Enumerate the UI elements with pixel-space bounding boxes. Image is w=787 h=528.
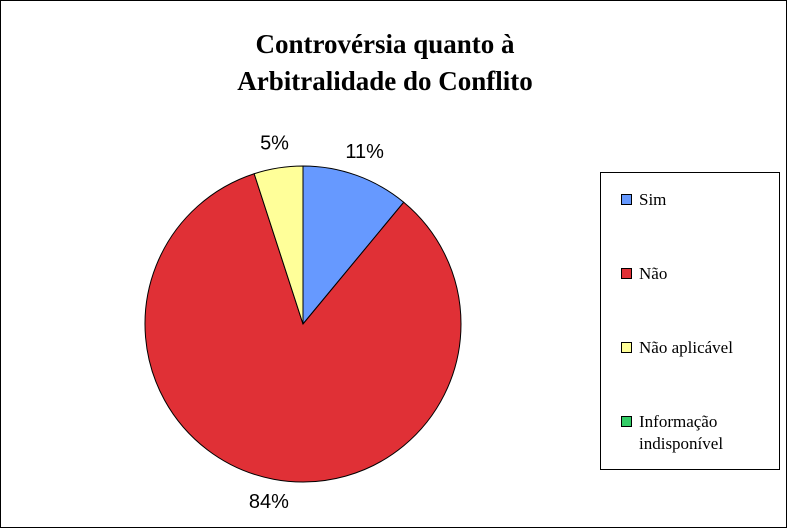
legend-item: Não <box>621 263 787 285</box>
chart-title: Controvérsia quanto à Arbitralidade do C… <box>237 29 533 96</box>
legend-label: Não aplicável <box>639 338 733 357</box>
data-label: 84% <box>249 491 289 513</box>
legend-label: Informação indisponível <box>639 412 724 453</box>
legend-item: Informação indisponível <box>621 411 787 455</box>
legend-label: Não <box>639 264 668 283</box>
legend-swatch <box>621 194 632 205</box>
data-label: 5% <box>260 133 289 155</box>
legend-swatch <box>621 342 632 353</box>
legend: Sim Não Não aplicável Informação indisponív… <box>600 172 780 470</box>
data-label: 11% <box>345 141 384 163</box>
legend-swatch <box>621 416 632 427</box>
legend-item: Sim <box>621 189 787 211</box>
legend-item: Não aplicável <box>621 337 787 359</box>
legend-label: Sim <box>639 190 667 209</box>
legend-swatch <box>621 268 632 279</box>
pie-slice <box>302 165 405 326</box>
pie-slice <box>144 173 462 483</box>
